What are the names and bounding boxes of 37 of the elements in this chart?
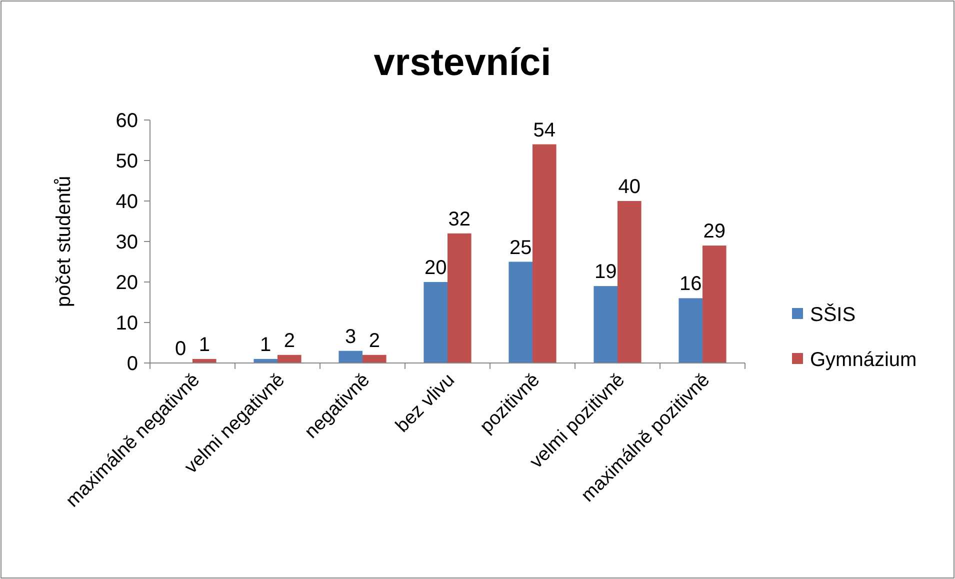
bar <box>702 246 726 363</box>
y-axis-title: počet studentů <box>53 176 75 308</box>
bar <box>594 286 618 363</box>
bar <box>618 201 642 363</box>
y-tick-label: 30 <box>116 232 138 254</box>
bar <box>448 233 472 363</box>
data-label: 19 <box>594 261 617 284</box>
data-label: 40 <box>618 176 641 198</box>
data-label: 54 <box>533 119 556 142</box>
bar <box>678 298 702 363</box>
y-tick-label: 20 <box>116 272 138 294</box>
data-label: 1 <box>198 334 210 356</box>
y-tick-label: 10 <box>116 312 138 334</box>
chart-title: vrstevníci <box>374 42 552 84</box>
y-tick-label: 60 <box>116 110 138 132</box>
data-label: 25 <box>509 236 532 259</box>
legend-label: SŠIS <box>810 303 856 326</box>
bar <box>532 144 556 363</box>
data-label: 20 <box>424 257 447 279</box>
data-label: 3 <box>345 326 356 348</box>
data-label: 2 <box>368 330 380 352</box>
x-tick-label: bez vlivu <box>392 370 460 437</box>
data-label: 29 <box>703 220 726 243</box>
data-label: 32 <box>448 208 471 230</box>
bar <box>362 354 386 363</box>
y-tick-label: 40 <box>116 191 138 213</box>
y-tick-label: 0 <box>126 353 138 375</box>
data-label: 16 <box>679 273 702 296</box>
bar <box>424 282 448 363</box>
data-label: 0 <box>175 338 186 360</box>
data-label: 1 <box>260 334 272 356</box>
bar <box>278 354 302 363</box>
legend-label: Gymnázium <box>810 349 917 371</box>
data-label: 2 <box>284 330 295 352</box>
bar <box>508 262 532 363</box>
bar <box>338 350 362 363</box>
y-tick-label: 50 <box>116 150 138 172</box>
